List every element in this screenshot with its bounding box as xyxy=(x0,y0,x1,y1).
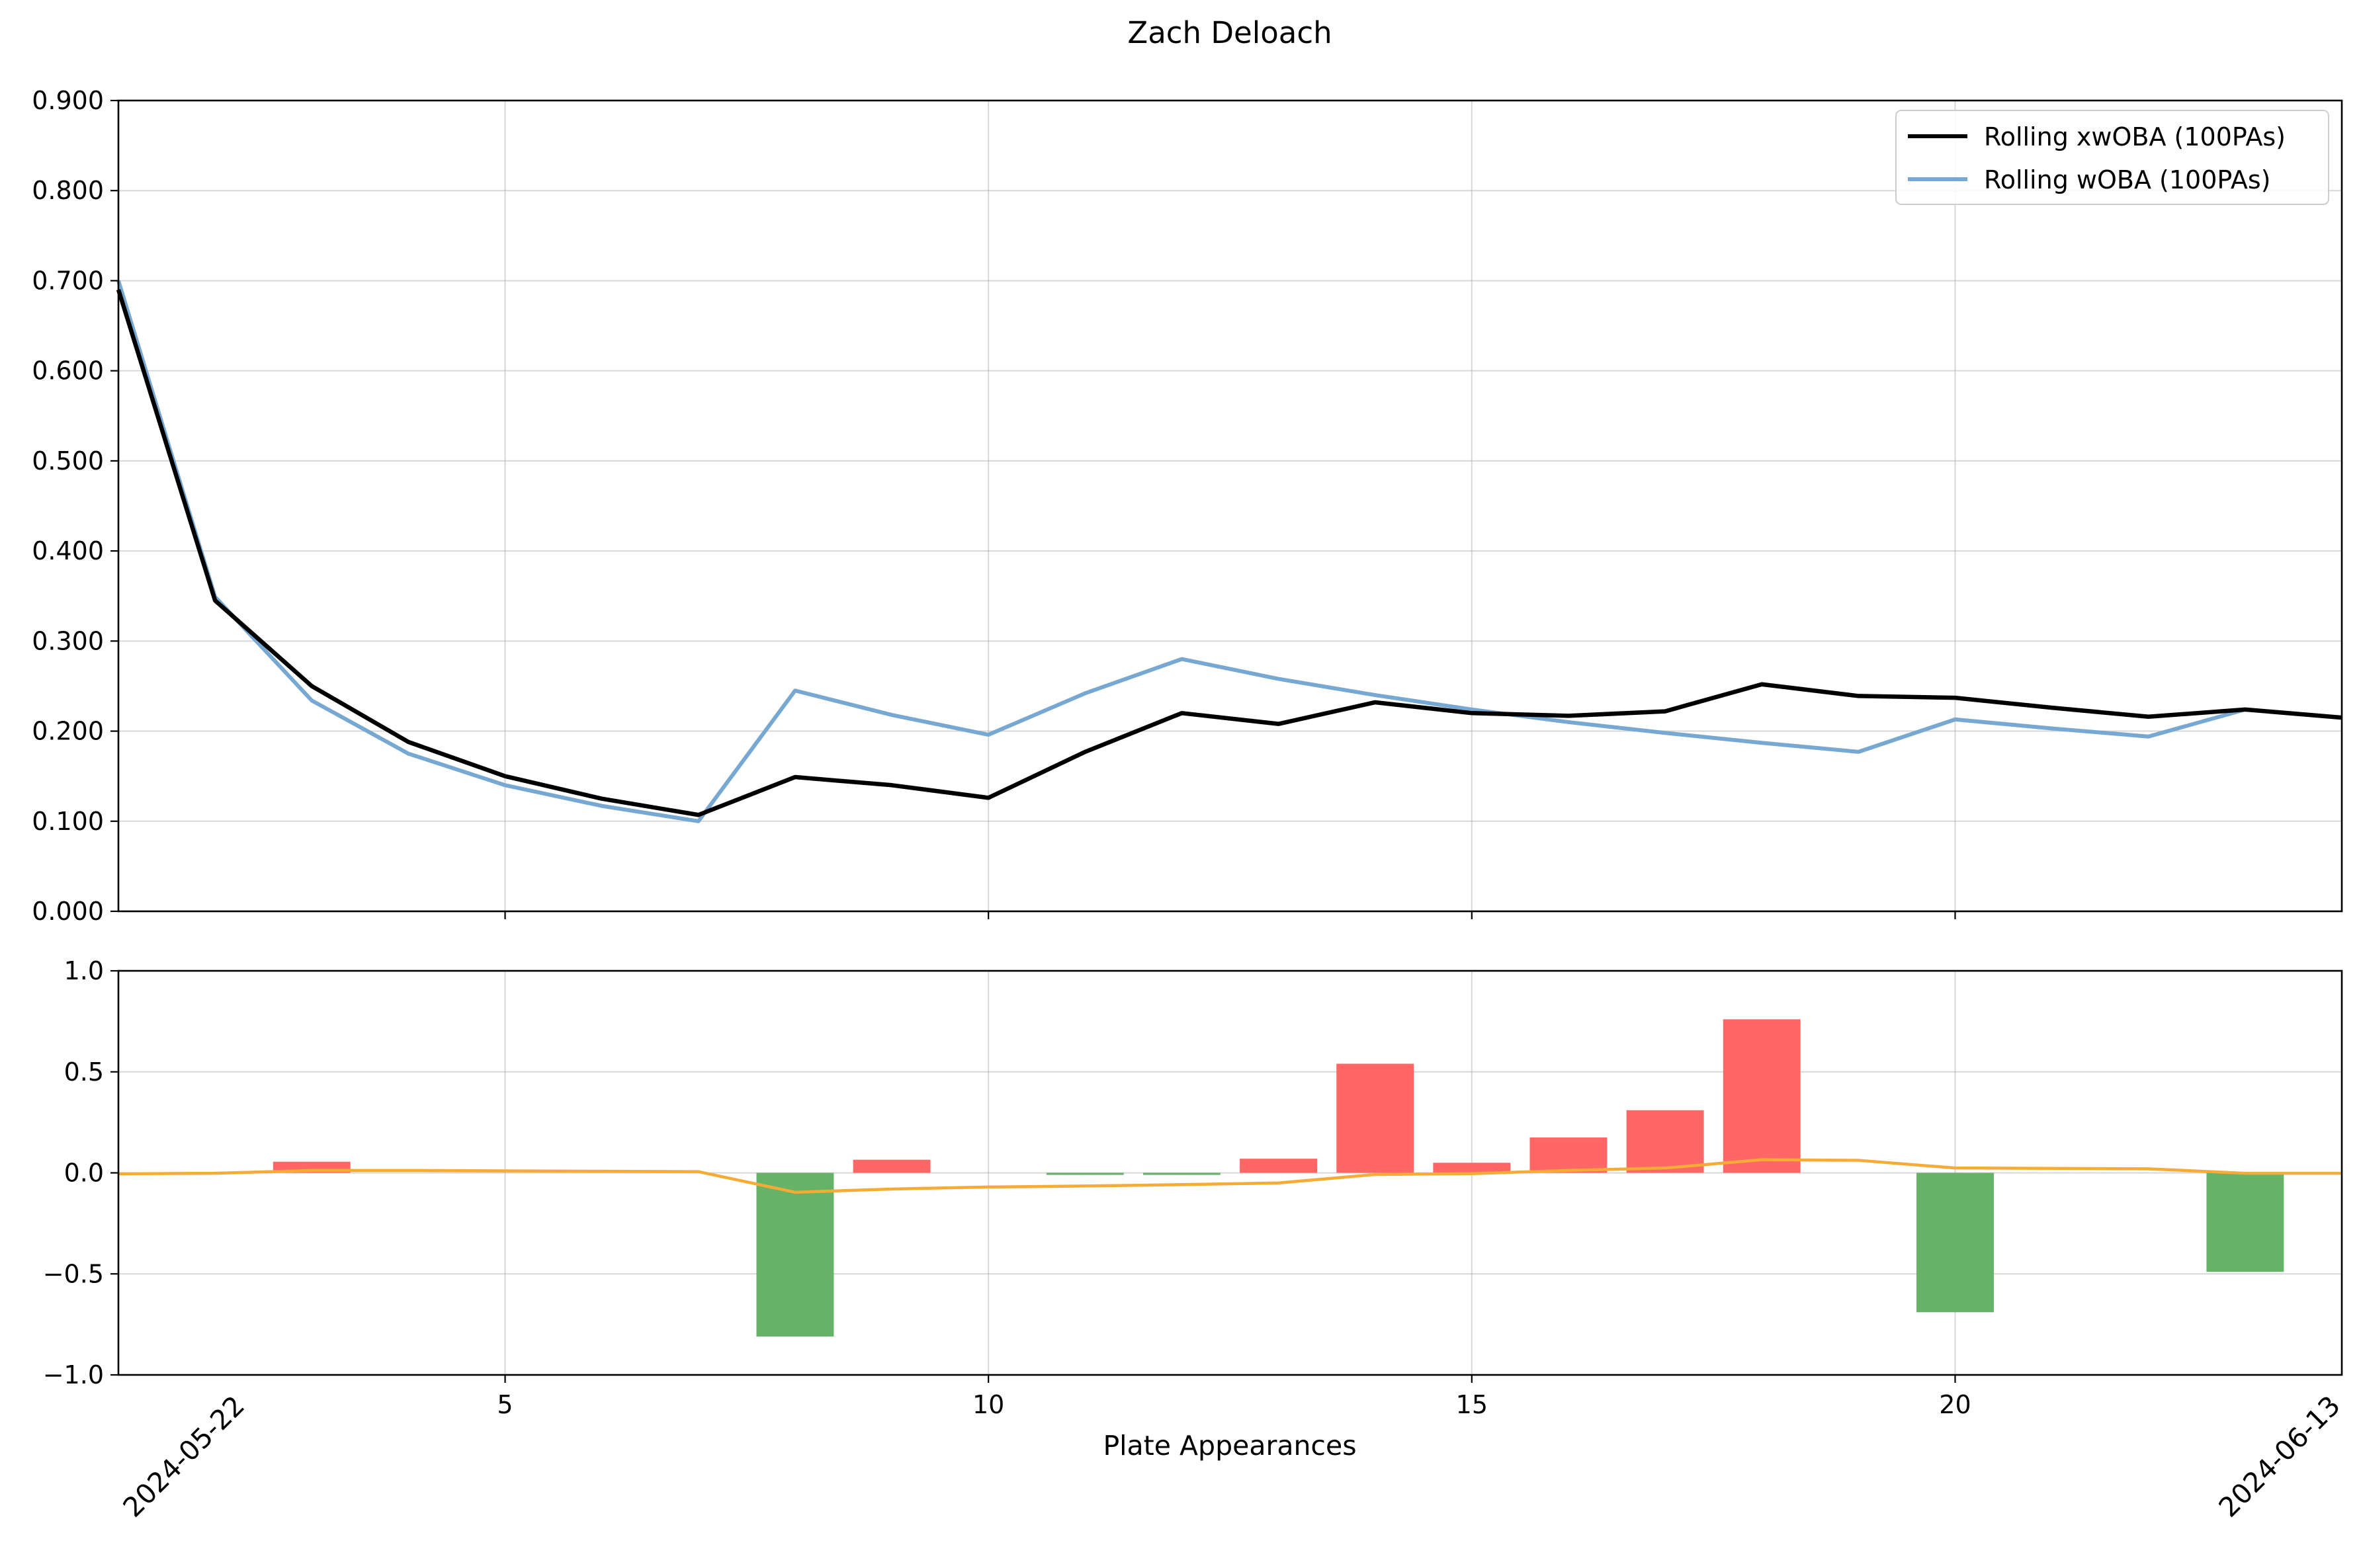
top-y-tick-label: 0.500 xyxy=(32,446,104,475)
bottom-x-tick-label: 20 xyxy=(1939,1390,1971,1419)
bar-negative xyxy=(756,1173,834,1337)
chart-title: Zach Deloach xyxy=(1127,15,1332,50)
bar-negative xyxy=(1142,1173,1221,1175)
top-y-tick-label: 0.200 xyxy=(32,717,104,746)
bottom-y-tick-label: 0.5 xyxy=(64,1057,104,1087)
bottom-y-tick-label: 0.0 xyxy=(64,1159,104,1188)
bottom-x-tick-label: 5 xyxy=(497,1390,513,1419)
bar-positive xyxy=(853,1159,931,1173)
bar-positive xyxy=(1240,1159,1318,1173)
difference-panel: −1.0 −0.5 0.0 0.5 1.0 5 10 15 20 Plate Appearanc… xyxy=(43,956,2346,1524)
legend-label-xwoba: Rolling xwOBA (100PAs) xyxy=(1984,122,2286,151)
legend-box xyxy=(1895,110,2329,205)
bar-positive xyxy=(1529,1137,1608,1173)
top-series-lines xyxy=(116,280,2342,823)
bottom-x-tick-label: 10 xyxy=(972,1390,1004,1419)
rolling-woba-panel: 0.000 0.100 0.200 0.300 0.400 0.500 0.600 0.700… xyxy=(32,86,2343,926)
bar-positive xyxy=(1433,1163,1511,1173)
bottom-x-tick-label: 15 xyxy=(1456,1390,1488,1419)
top-y-tick-label: 0.300 xyxy=(32,626,104,655)
bar-negative xyxy=(1916,1173,1994,1313)
bottom-y-tick-label: −1.0 xyxy=(43,1360,104,1389)
bar-negative xyxy=(1046,1173,1124,1175)
rolling-difference-line xyxy=(118,1158,2342,1194)
top-y-tick-label: 0.800 xyxy=(32,176,104,205)
top-plot-frame xyxy=(117,99,2343,913)
top-y-tick-label: 0.600 xyxy=(32,356,104,386)
top-y-tick-label: 0.000 xyxy=(32,897,104,926)
bar-positive xyxy=(1626,1110,1704,1173)
series-line-xwoba xyxy=(116,289,2342,817)
top-y-tick-label: 0.100 xyxy=(32,807,104,836)
top-axis-ticks: 0.000 0.100 0.200 0.300 0.400 0.500 0.600 0.700… xyxy=(32,86,1956,926)
top-y-tick-label: 0.900 xyxy=(32,86,104,115)
difference-bars xyxy=(273,1019,2284,1337)
bar-positive xyxy=(1336,1063,1414,1173)
top-y-tick-label: 0.700 xyxy=(32,266,104,295)
bar-negative xyxy=(2206,1173,2284,1272)
trend-line xyxy=(118,1158,2342,1194)
legend-label-woba: Rolling wOBA (100PAs) xyxy=(1984,165,2271,194)
x-axis-label: Plate Appearances xyxy=(1103,1430,1356,1462)
bottom-y-tick-label: −0.5 xyxy=(43,1259,104,1288)
bar-positive xyxy=(1723,1019,1801,1173)
bottom-y-tick-label: 1.0 xyxy=(64,956,104,985)
series-line-woba xyxy=(116,280,2342,823)
top-y-tick-label: 0.400 xyxy=(32,536,104,565)
top-grid xyxy=(118,100,2342,912)
legend: Rolling xwOBA (100PAs) Rolling wOBA (100… xyxy=(1895,110,2329,205)
bottom-axis-ticks: −1.0 −0.5 0.0 0.5 1.0 5 10 15 20 xyxy=(43,956,1971,1419)
